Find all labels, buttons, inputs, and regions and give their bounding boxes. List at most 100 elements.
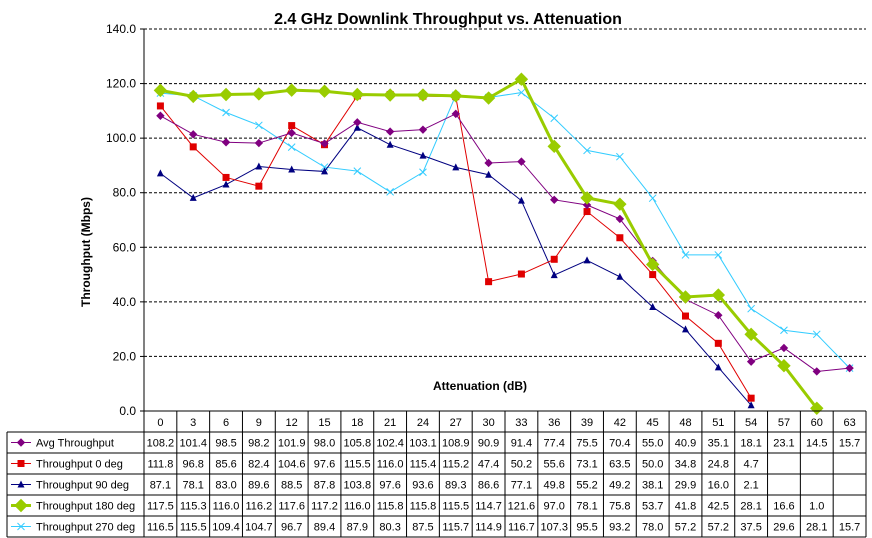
data-point bbox=[222, 108, 230, 117]
data-label: 116.2 bbox=[246, 501, 273, 513]
x-tick-label: 27 bbox=[450, 417, 462, 429]
x-tick-label: 15 bbox=[318, 417, 330, 429]
data-point bbox=[616, 234, 624, 242]
x-tick-label: 3 bbox=[190, 417, 196, 429]
data-point bbox=[645, 257, 660, 272]
data-label: 16.6 bbox=[773, 501, 794, 513]
data-label: 121.6 bbox=[508, 501, 536, 513]
data-label: 115.8 bbox=[410, 501, 437, 513]
x-tick-label: 30 bbox=[482, 417, 494, 429]
data-point bbox=[648, 194, 657, 203]
data-point bbox=[416, 88, 430, 102]
data-label: 103.8 bbox=[344, 480, 372, 492]
legend-label: Throughput 0 deg bbox=[36, 459, 123, 471]
data-label: 97.6 bbox=[314, 459, 335, 471]
data-label: 35.1 bbox=[708, 438, 729, 450]
data-point bbox=[451, 109, 460, 119]
y-tick-label: 120.0 bbox=[106, 77, 136, 91]
data-label: 85.6 bbox=[215, 459, 236, 471]
data-point bbox=[321, 167, 328, 175]
data-point bbox=[714, 363, 722, 371]
data-point bbox=[449, 89, 463, 103]
data-point bbox=[714, 251, 723, 259]
data-point bbox=[252, 87, 266, 101]
data-label: 93.6 bbox=[412, 480, 433, 492]
data-label: 116.5 bbox=[147, 522, 174, 534]
data-point bbox=[419, 151, 427, 159]
data-point bbox=[288, 122, 296, 130]
data-label: 102.4 bbox=[376, 438, 404, 450]
x-tick-label: 39 bbox=[581, 417, 593, 429]
data-point bbox=[550, 255, 558, 263]
data-point bbox=[186, 89, 200, 104]
data-point bbox=[583, 146, 591, 155]
data-point bbox=[714, 311, 723, 320]
data-point bbox=[156, 169, 164, 177]
data-point bbox=[780, 326, 788, 335]
data-label: 115.4 bbox=[410, 459, 437, 471]
data-point bbox=[189, 143, 197, 151]
data-label: 90.9 bbox=[478, 438, 499, 450]
data-label: 38.1 bbox=[642, 480, 663, 492]
data-label: 104.7 bbox=[245, 522, 273, 534]
data-point bbox=[616, 152, 624, 161]
data-point bbox=[615, 214, 625, 224]
data-label: 115.5 bbox=[180, 522, 207, 534]
data-label: 53.7 bbox=[642, 501, 663, 513]
data-label: 87.9 bbox=[347, 522, 368, 534]
data-point bbox=[682, 312, 689, 320]
data-point bbox=[517, 157, 526, 166]
data-label: 73.1 bbox=[576, 459, 597, 471]
data-point bbox=[550, 195, 559, 205]
data-label: 77.1 bbox=[511, 480, 532, 492]
data-point bbox=[17, 480, 25, 488]
data-label: 89.3 bbox=[445, 480, 466, 492]
data-point bbox=[385, 127, 395, 136]
data-label: 97.6 bbox=[379, 480, 400, 492]
data-point bbox=[777, 358, 791, 373]
data-label: 87.1 bbox=[150, 480, 171, 492]
data-label: 115.2 bbox=[442, 459, 469, 471]
data-table: 0 3 6 9 12 15 18 21 24 27 30 33 36 39 42 45 48 51 54 57 60 63… bbox=[6, 410, 867, 538]
data-point bbox=[386, 188, 394, 196]
series-3 bbox=[153, 72, 824, 415]
data-label: 101.4 bbox=[179, 438, 207, 450]
data-label: 86.6 bbox=[478, 480, 499, 492]
data-point bbox=[747, 394, 755, 402]
x-tick-label: 9 bbox=[256, 417, 262, 429]
y-axis-label: Throughput (Mbps) bbox=[79, 197, 93, 307]
data-label: 105.8 bbox=[344, 438, 372, 450]
data-label: 114.9 bbox=[475, 522, 502, 534]
data-label: 18.1 bbox=[740, 438, 761, 450]
data-point bbox=[779, 343, 789, 353]
data-label: 95.5 bbox=[576, 522, 597, 534]
data-label: 87.5 bbox=[412, 522, 433, 534]
y-tick-label: 20.0 bbox=[113, 349, 137, 363]
data-label: 16.0 bbox=[708, 480, 729, 492]
data-point bbox=[550, 114, 559, 123]
data-point bbox=[284, 83, 299, 97]
series-1 bbox=[156, 90, 755, 402]
x-tick-label: 42 bbox=[614, 417, 626, 429]
data-label: 42.5 bbox=[708, 501, 729, 513]
data-point bbox=[616, 272, 624, 280]
x-tick-label: 60 bbox=[811, 417, 823, 429]
data-label: 97.0 bbox=[544, 501, 565, 513]
data-label: 98.5 bbox=[215, 438, 236, 450]
data-label: 89.6 bbox=[248, 480, 269, 492]
x-tick-label: 54 bbox=[745, 417, 757, 429]
data-point bbox=[189, 193, 197, 201]
data-point bbox=[287, 128, 296, 138]
data-label: 115.3 bbox=[180, 501, 207, 513]
data-point bbox=[481, 91, 496, 105]
x-tick-label: 51 bbox=[712, 417, 724, 429]
data-point bbox=[550, 271, 558, 279]
data-point bbox=[255, 182, 263, 190]
gridlines bbox=[144, 28, 866, 357]
series-line bbox=[160, 77, 818, 410]
data-point bbox=[682, 325, 689, 333]
data-point bbox=[317, 84, 332, 98]
data-label: 116.7 bbox=[508, 522, 535, 534]
data-point bbox=[484, 158, 493, 168]
data-point bbox=[222, 180, 230, 188]
